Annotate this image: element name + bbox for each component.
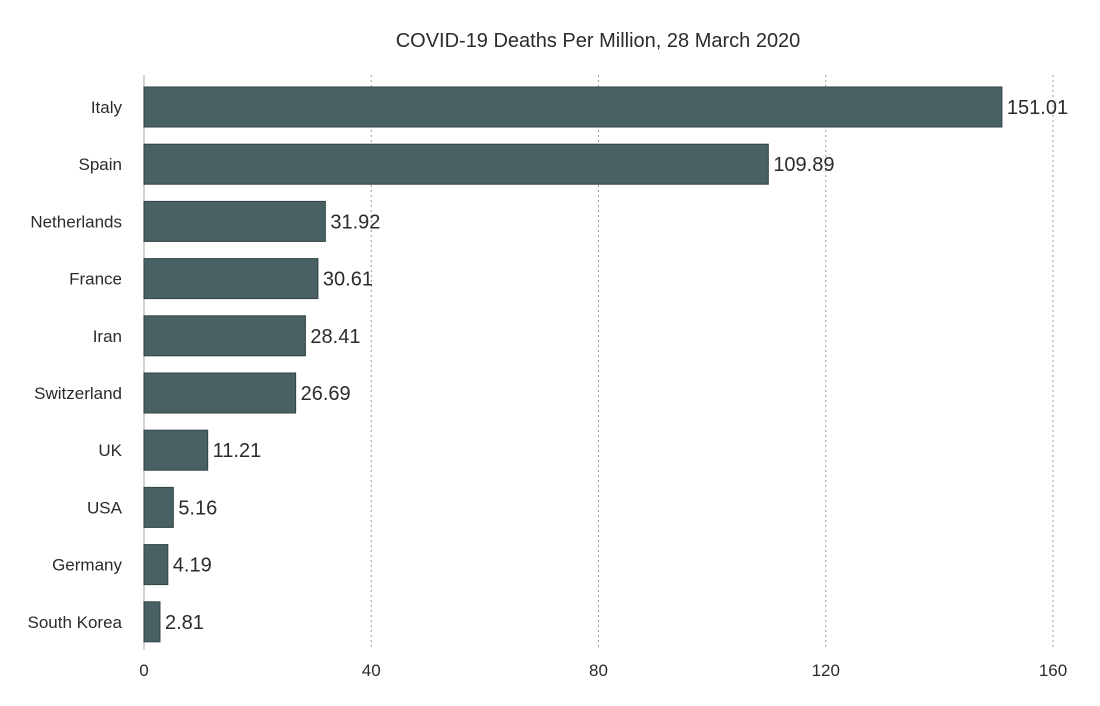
- bar: [143, 315, 306, 357]
- category-labels: Italy Spain Netherlands France Iran Switzerla…: [27, 98, 122, 632]
- data-label: 11.21: [213, 440, 262, 462]
- data-label: 5.16: [178, 497, 217, 519]
- category-label: France: [69, 270, 122, 289]
- x-tick-label: 40: [362, 661, 381, 680]
- x-axis-ticks: 0 40 80 120 160: [139, 661, 1067, 680]
- bar: [143, 86, 1003, 128]
- data-label: 28.41: [310, 326, 360, 348]
- bar: [143, 200, 326, 242]
- data-label: 4.19: [173, 555, 212, 577]
- category-label: UK: [98, 441, 122, 460]
- category-label: South Korea: [27, 613, 122, 632]
- bar: [143, 601, 161, 643]
- x-tick-label: 120: [812, 661, 840, 680]
- value-labels: 151.01 109.89 31.92 30.61 28.41 26.69 11.21 5.1…: [165, 97, 1068, 634]
- data-label: 2.81: [165, 612, 204, 634]
- x-tick-label: 0: [139, 661, 148, 680]
- chart-title: COVID-19 Deaths Per Million, 28 March 20…: [395, 30, 801, 52]
- category-label: USA: [87, 498, 123, 517]
- data-label: 30.61: [323, 269, 373, 291]
- bar: [143, 486, 174, 528]
- bar: [143, 258, 319, 300]
- x-tick-label: 80: [589, 661, 608, 680]
- category-label: Iran: [93, 327, 122, 346]
- bar: [143, 372, 297, 414]
- bar: [143, 143, 769, 185]
- data-label: 31.92: [330, 211, 380, 233]
- data-label: 26.69: [301, 383, 351, 405]
- x-tick-label: 160: [1039, 661, 1067, 680]
- data-label: 109.89: [773, 154, 834, 176]
- category-label: Germany: [52, 556, 122, 575]
- category-label: Spain: [79, 155, 122, 174]
- bar: [143, 429, 209, 471]
- category-label: Switzerland: [34, 384, 122, 403]
- bar: [143, 544, 169, 586]
- category-label: Netherlands: [30, 212, 122, 231]
- data-label: 151.01: [1007, 97, 1068, 119]
- category-label: Italy: [91, 98, 123, 117]
- bars: [143, 86, 1003, 643]
